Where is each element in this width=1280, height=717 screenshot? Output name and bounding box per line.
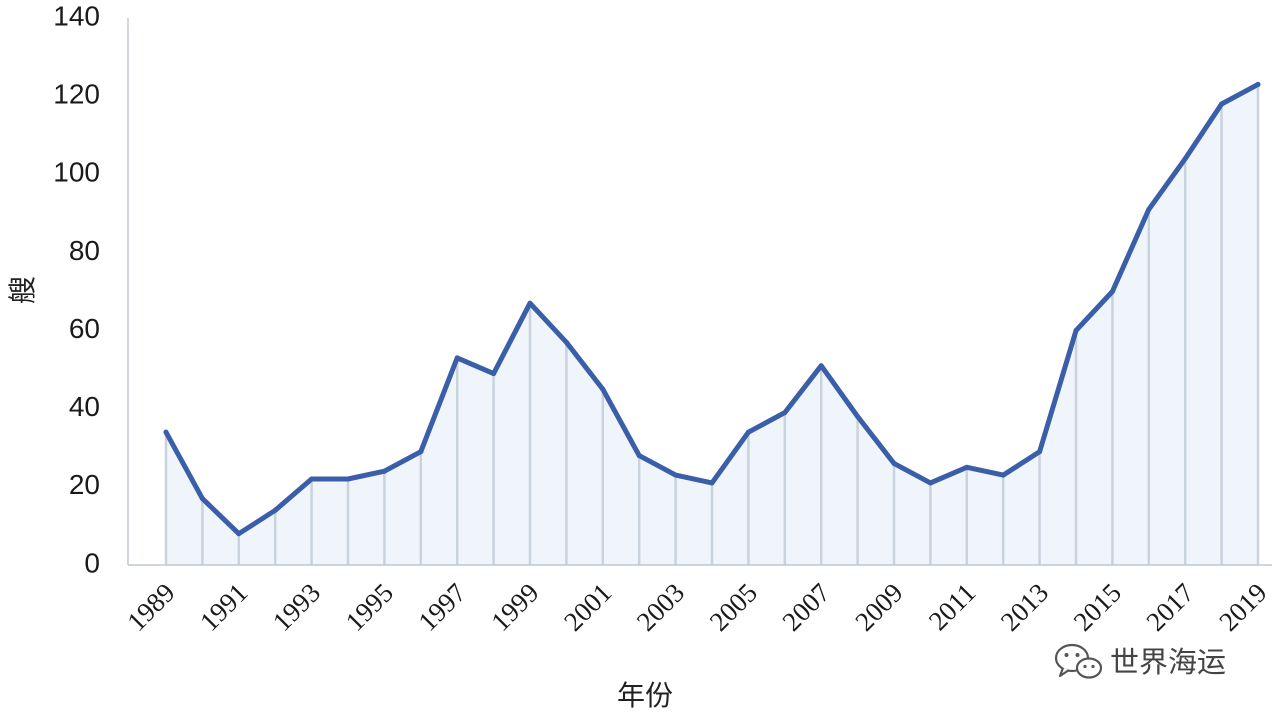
x-tick-label: 1997 (412, 577, 471, 636)
data-point (527, 300, 533, 306)
data-point (745, 429, 751, 435)
x-tick-label: 2019 (1213, 577, 1272, 636)
data-point (1000, 472, 1006, 478)
data-point (236, 531, 242, 537)
data-point (163, 429, 169, 435)
x-tick-labels: 1989 1991 1993 1995 1997 1999 2001 2003 2005 2007… (121, 577, 1272, 636)
y-tick-labels: 0 20 40 60 80 100 120 140 (53, 0, 100, 578)
data-point (1073, 328, 1079, 334)
x-tick-label: 1993 (267, 577, 326, 636)
y-tick-label: 120 (53, 79, 100, 110)
x-tick-label: 2001 (558, 577, 617, 636)
x-tick-label: 1991 (194, 577, 253, 636)
x-tick-label: 2011 (923, 577, 982, 636)
y-tick-label: 140 (53, 0, 100, 31)
watermark: 世界海运 (1054, 643, 1226, 679)
data-point (964, 464, 970, 470)
data-point (818, 363, 824, 369)
data-point (1146, 206, 1152, 212)
y-tick-label: 60 (69, 313, 100, 344)
x-tick-label: 1995 (340, 577, 399, 636)
data-point (418, 449, 424, 455)
data-point (1182, 156, 1188, 162)
data-point (1255, 81, 1261, 87)
data-point (1037, 449, 1043, 455)
data-point (309, 476, 315, 482)
data-point (381, 468, 387, 474)
data-point (636, 453, 642, 459)
x-tick-label: 2009 (849, 577, 908, 636)
x-tick-label: 2005 (704, 577, 763, 636)
x-tick-label: 2007 (776, 577, 835, 636)
data-point (600, 386, 606, 392)
plot-area (127, 18, 1272, 566)
x-tick-label: 2003 (631, 577, 690, 636)
data-point (563, 339, 569, 345)
data-point (1109, 289, 1115, 294)
data-point (491, 371, 497, 377)
y-tick-label: 40 (69, 391, 100, 422)
y-tick-label: 80 (69, 235, 100, 266)
x-tick-label: 2015 (1068, 577, 1127, 636)
x-tick-label: 1989 (121, 577, 180, 636)
data-point (927, 480, 933, 486)
data-point (855, 414, 861, 420)
y-axis-title: 艘 (6, 276, 39, 304)
y-tick-label: 20 (69, 469, 100, 500)
x-tick-label: 2013 (995, 577, 1054, 636)
data-point (709, 480, 715, 486)
data-point (454, 355, 460, 361)
data-point (272, 507, 278, 513)
y-tick-label: 0 (84, 547, 100, 578)
area-fill (166, 84, 1258, 566)
data-point (891, 460, 897, 466)
data-point (199, 496, 205, 502)
watermark-text: 世界海运 (1110, 645, 1226, 679)
x-tick-label: 2017 (1140, 577, 1199, 636)
data-point (673, 472, 679, 478)
data-point (1219, 101, 1225, 107)
y-tick-label: 100 (53, 157, 100, 188)
x-axis-title: 年份 (617, 679, 673, 712)
data-point (345, 476, 351, 482)
drop-lines (164, 84, 1260, 565)
data-point (782, 410, 788, 416)
wechat-icon (1054, 643, 1103, 679)
data-points (163, 81, 1261, 537)
x-tick-label: 1999 (485, 577, 544, 636)
